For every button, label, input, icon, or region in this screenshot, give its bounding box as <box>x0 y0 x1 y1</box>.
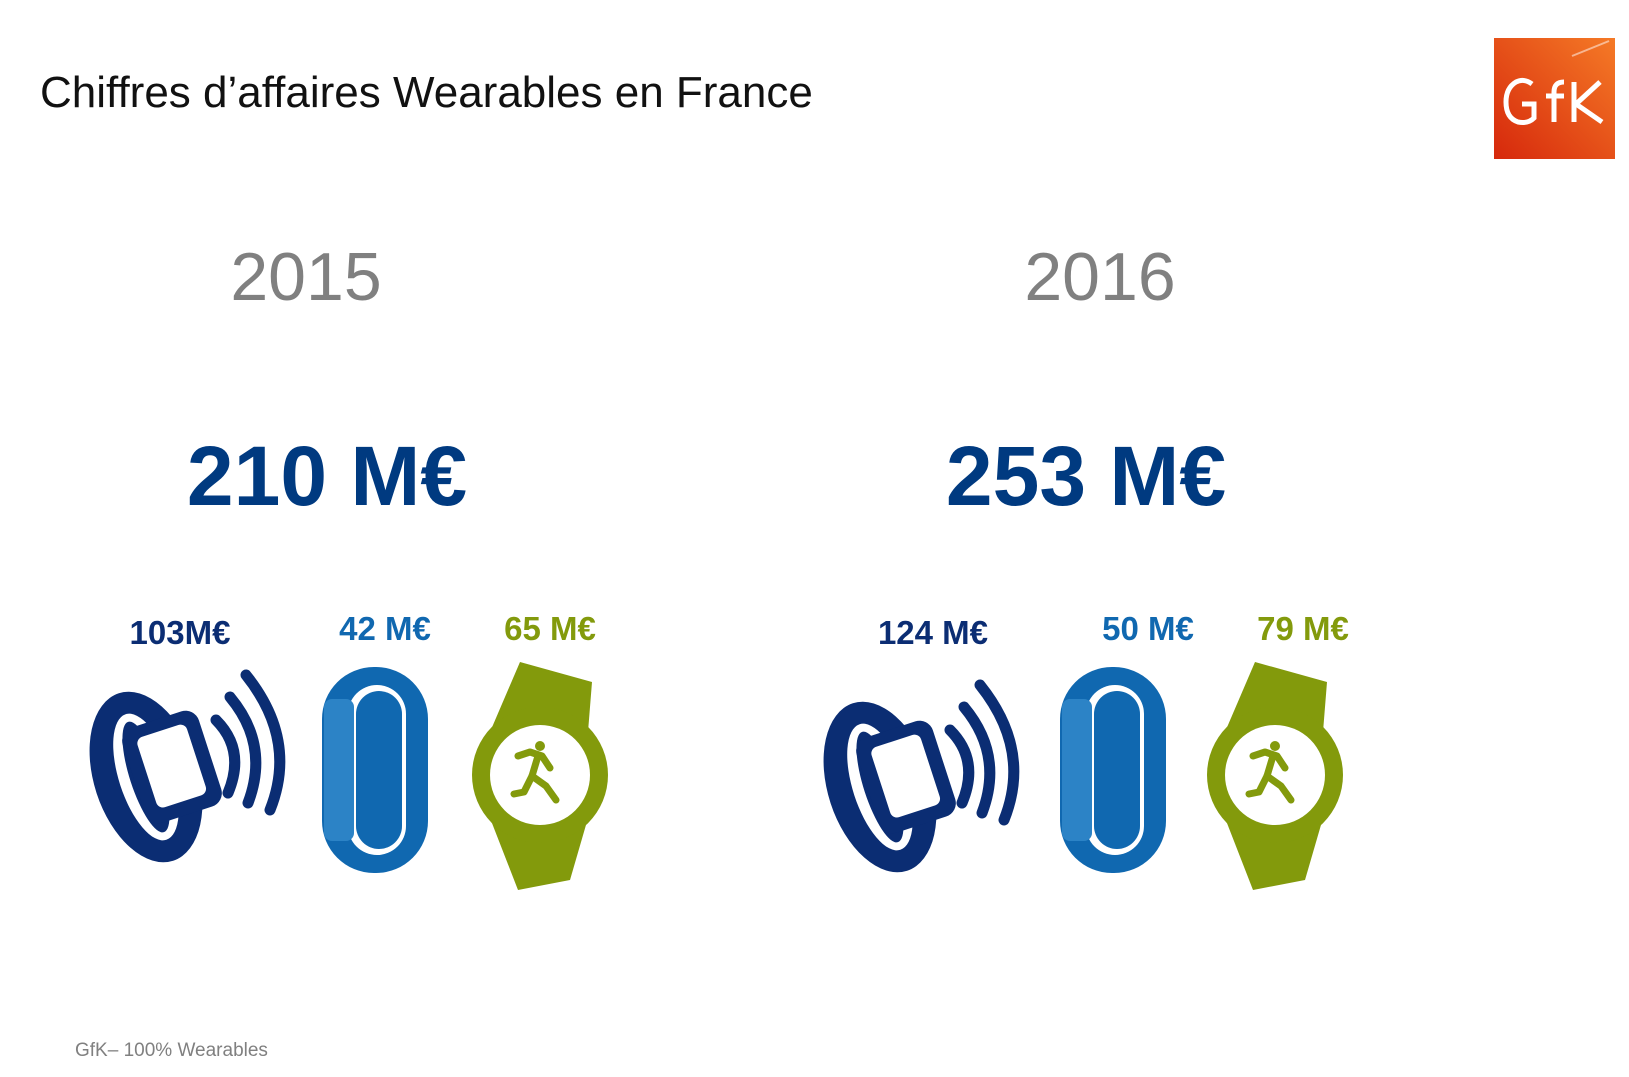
wristband-2015-value: 42 M€ <box>339 610 431 647</box>
wristband-icon <box>322 667 428 873</box>
wristband-2016-value: 50 M€ <box>1102 610 1194 647</box>
year-2015-label: 2015 <box>230 239 382 315</box>
gfk-logo <box>1494 38 1615 159</box>
sport-watch-2015-value: 65 M€ <box>504 610 596 647</box>
sport-watch-2016-value: 79 M€ <box>1257 610 1349 647</box>
total-2015: 210 M€ <box>186 429 468 523</box>
wristband-icon <box>1060 667 1166 873</box>
sport-watch-icon <box>1207 662 1343 890</box>
total-2016: 253 M€ <box>945 429 1227 523</box>
smartwatch-2015-value: 103M€ <box>129 614 231 651</box>
sport-watch-icon <box>472 662 608 890</box>
smartwatch-icon <box>823 679 1020 873</box>
smartwatch-icon <box>89 669 286 863</box>
source-note: GfK– 100% Wearables <box>75 1040 268 1061</box>
page-title: Chiffres d’affaires Wearables en France <box>40 68 813 117</box>
smartwatch-2016-value: 124 M€ <box>877 614 989 651</box>
year-2016-label: 2016 <box>1024 239 1176 315</box>
